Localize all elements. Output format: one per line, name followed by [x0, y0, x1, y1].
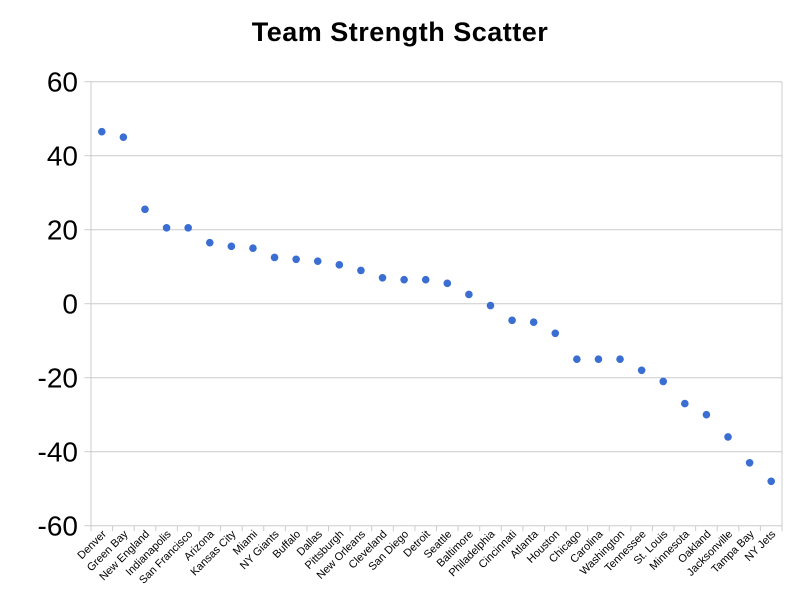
- chart-title: Team Strength Scatter: [251, 17, 549, 47]
- data-point[interactable]: [141, 205, 149, 214]
- data-point[interactable]: [529, 318, 538, 327]
- data-point[interactable]: [421, 275, 430, 284]
- data-point[interactable]: [205, 238, 214, 247]
- y-axis-tick-label: 0: [62, 289, 78, 320]
- data-point[interactable]: [249, 244, 257, 252]
- y-axis-tick-label: -60: [38, 511, 78, 542]
- data-point[interactable]: [162, 224, 171, 232]
- data-point[interactable]: [357, 266, 365, 275]
- y-axis-tick-label: 60: [47, 67, 78, 98]
- data-point[interactable]: [335, 261, 344, 269]
- data-point[interactable]: [573, 355, 581, 364]
- data-point[interactable]: [227, 242, 236, 251]
- y-axis-tick-label: 40: [47, 141, 78, 172]
- data-point[interactable]: [745, 459, 754, 467]
- data-point[interactable]: [443, 279, 452, 288]
- data-point[interactable]: [702, 410, 711, 419]
- data-point[interactable]: [184, 224, 192, 232]
- data-point[interactable]: [616, 355, 624, 364]
- data-point[interactable]: [270, 253, 279, 262]
- data-point[interactable]: [292, 255, 300, 264]
- data-point[interactable]: [97, 127, 106, 136]
- data-point[interactable]: [400, 275, 408, 284]
- data-point[interactable]: [724, 433, 732, 441]
- y-axis-tick-label: -20: [38, 363, 78, 394]
- data-point[interactable]: [465, 290, 473, 299]
- data-point[interactable]: [637, 366, 646, 375]
- data-point[interactable]: [119, 133, 128, 141]
- data-point[interactable]: [681, 399, 689, 408]
- y-axis-tick-label: 20: [47, 215, 78, 246]
- data-point[interactable]: [551, 329, 560, 338]
- data-point[interactable]: [767, 477, 776, 486]
- data-point[interactable]: [508, 316, 516, 325]
- data-point[interactable]: [659, 377, 668, 386]
- data-point[interactable]: [313, 257, 322, 265]
- y-axis-tick-label: -40: [38, 437, 78, 468]
- data-point[interactable]: [486, 301, 495, 310]
- data-point[interactable]: [378, 274, 387, 282]
- data-point[interactable]: [594, 355, 603, 364]
